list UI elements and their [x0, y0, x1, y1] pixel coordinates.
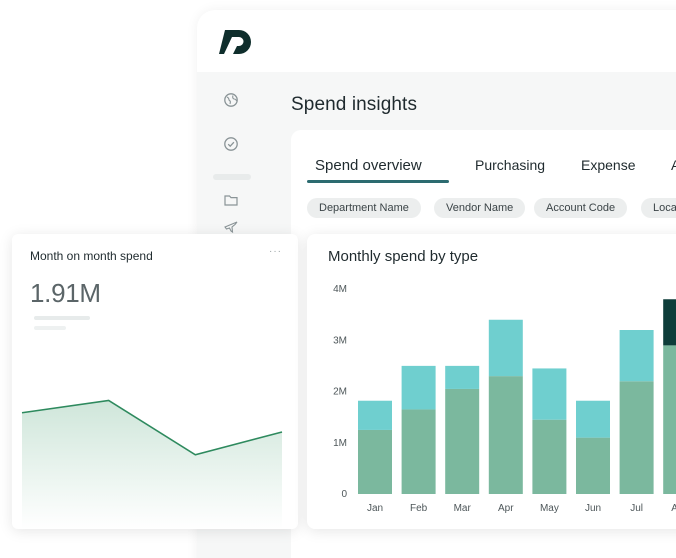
more-menu-icon[interactable]: ···: [269, 246, 282, 257]
placeholder-line: [34, 326, 66, 330]
bar-segment: [358, 429, 392, 494]
monthly-spend-chart-card[interactable]: Monthly spend by type 0 1M 2M 3M 4M Jan Feb Mar…: [307, 234, 676, 529]
bar-segment: [401, 365, 436, 410]
y-tick-label: 3M: [333, 335, 347, 346]
x-tick-label: Apr: [498, 503, 514, 514]
bar-segment: [663, 345, 676, 494]
bar-segment: [532, 419, 567, 494]
bar-segment: [488, 376, 523, 494]
airplane-icon[interactable]: [223, 218, 239, 234]
x-tick-label: May: [540, 503, 559, 514]
tab-more[interactable]: A: [671, 157, 676, 173]
bar-segment: [663, 299, 676, 346]
filter-chip-location[interactable]: Loca: [641, 198, 676, 218]
filter-chip-account-code[interactable]: Account Code: [534, 198, 628, 218]
y-tick-label: 4M: [333, 284, 347, 295]
y-tick-label: 1M: [333, 438, 347, 449]
x-tick-label: Mar: [454, 503, 472, 514]
placeholder-line: [34, 316, 90, 320]
page-title: Spend insights: [291, 94, 418, 115]
x-tick-label: Jan: [367, 503, 383, 514]
tab-spend-overview[interactable]: Spend overview: [315, 157, 422, 174]
tab-expense[interactable]: Expense: [581, 157, 636, 173]
x-tick-label: Jul: [630, 503, 643, 514]
month-on-month-card[interactable]: Month on month spend ··· 1.91M: [12, 234, 298, 529]
x-tick-label: Aug: [671, 503, 676, 514]
x-tick-label: Feb: [410, 503, 428, 514]
active-tab-indicator: [307, 180, 449, 183]
check-circle-icon[interactable]: [223, 136, 239, 152]
stacked-bar-chart: 0 1M 2M 3M 4M Jan Feb Mar Apr May Jun Jul Aug: [333, 284, 676, 514]
chart-title: Monthly spend by type: [328, 248, 479, 265]
bar-segment: [532, 368, 567, 420]
trend-area: [22, 400, 282, 529]
bar-segment: [619, 381, 654, 494]
bar-segment: [619, 330, 654, 382]
folder-icon[interactable]: [223, 192, 239, 208]
y-tick-label: 0: [341, 489, 347, 500]
trend-area-chart: [21, 399, 283, 529]
brand-logo[interactable]: [219, 26, 255, 56]
app-header: [197, 10, 676, 72]
y-tick-label: 2M: [333, 387, 347, 398]
rail-separator: [213, 174, 251, 180]
globe-icon[interactable]: [223, 92, 239, 108]
bar-segment: [445, 388, 480, 494]
tab-purchasing[interactable]: Purchasing: [475, 157, 546, 173]
x-tick-label: Jun: [585, 503, 601, 514]
bar-segment: [401, 409, 436, 494]
filter-chip-department[interactable]: Department Name: [307, 198, 421, 218]
trend-line: [21, 399, 283, 456]
side-rail: [197, 72, 267, 558]
bar-segment: [576, 437, 610, 494]
bar-segment: [576, 400, 610, 438]
card-title: Month on month spend: [30, 249, 153, 263]
spend-value: 1.91M: [30, 278, 101, 308]
filter-chip-vendor[interactable]: Vendor Name: [434, 198, 526, 218]
bar-segment: [445, 365, 480, 389]
bar-segment: [358, 400, 392, 430]
bar-segment: [488, 319, 523, 377]
